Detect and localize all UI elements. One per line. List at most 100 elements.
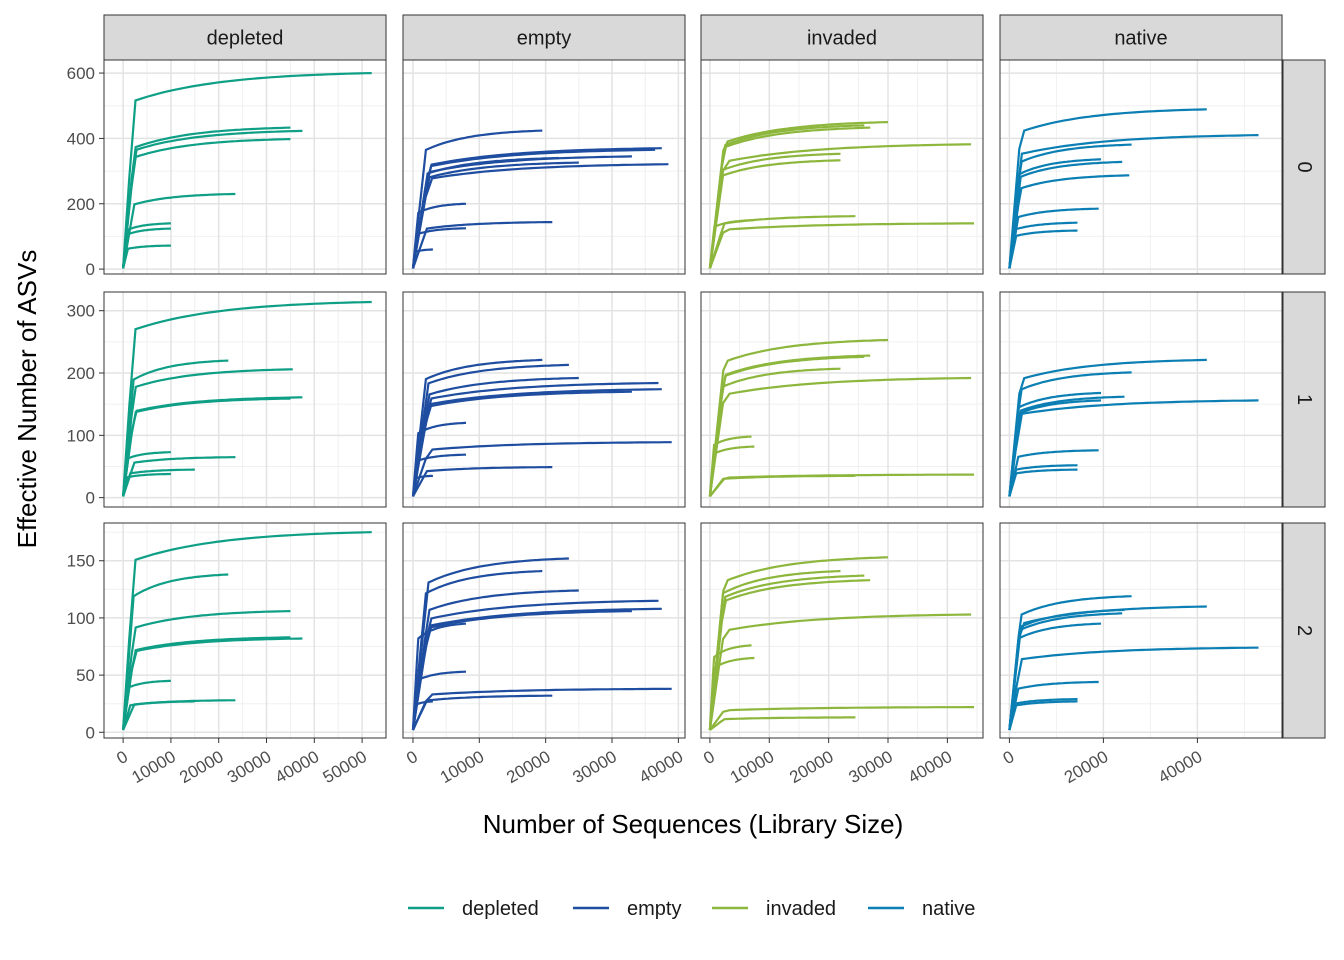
y-axis-title: Effective Number of ASVs <box>12 250 42 549</box>
y-tick-label: 150 <box>67 552 95 571</box>
panel-border <box>103 59 387 275</box>
facet-strip-label-invaded: invaded <box>807 28 877 50</box>
panel-border <box>700 291 984 508</box>
rarefaction-curve-depleted-2-7 <box>122 700 195 731</box>
rarefaction-curve-empty-1-1 <box>411 363 569 497</box>
x-tick-label: 0 <box>403 747 421 768</box>
rarefaction-curve-native-2-3 <box>1008 612 1123 731</box>
x-tick-label: 0 <box>700 747 718 768</box>
panel-native-1 <box>999 291 1283 508</box>
rarefaction-curve-empty-2-3 <box>411 599 659 731</box>
rarefaction-curve-native-1-2 <box>1008 391 1101 497</box>
rarefaction-curve-invaded-1-3 <box>708 376 972 497</box>
rarefaction-curve-empty-2-9 <box>412 694 553 731</box>
rarefaction-curve-depleted-1-5 <box>122 456 236 497</box>
rarefaction-curve-invaded-2-1 <box>708 569 841 731</box>
rarefaction-curve-invaded-0-7 <box>708 219 755 269</box>
rarefaction-curve-empty-2-4 <box>411 607 662 731</box>
legend-label-native: native <box>922 898 975 920</box>
rarefaction-curve-invaded-2-4 <box>708 613 972 731</box>
rarefaction-curve-native-1-0 <box>1008 358 1207 497</box>
rarefaction-curve-empty-0-6 <box>411 156 559 269</box>
rarefaction-curve-empty-2-5 <box>411 610 632 731</box>
legend-item-invaded: invaded <box>712 898 836 920</box>
y-tick-label: 0 <box>86 723 95 742</box>
y-tick-label: 200 <box>67 195 95 214</box>
rarefaction-curve-invaded-2-5 <box>708 644 752 731</box>
facet-strip-label-native: native <box>1114 28 1167 50</box>
panel-empty-2: 0 10000 20000 30000 40000 <box>402 522 686 787</box>
x-tick-label: 0 <box>113 747 131 768</box>
rarefaction-curve-invaded-1-0 <box>708 338 889 497</box>
rarefaction-curve-depleted-2-5 <box>122 679 171 731</box>
rarefaction-curve-empty-1-9 <box>411 441 672 497</box>
row-strip-label-2: 2 <box>1293 625 1315 636</box>
legend-item-empty: empty <box>573 898 681 920</box>
rarefaction-curve-depleted-1-2 <box>122 359 229 497</box>
rarefaction-curve-empty-0-8 <box>411 202 466 269</box>
y-tick-label: 0 <box>86 489 95 508</box>
rarefaction-curve-native-1-5 <box>1008 399 1259 497</box>
rarefaction-curve-empty-1-6 <box>412 466 553 497</box>
x-tick-label: 40000 <box>905 747 955 787</box>
y-tick-label: 300 <box>67 302 95 321</box>
panel-border <box>402 59 686 275</box>
y-tick-label: 100 <box>67 609 95 628</box>
rarefaction-curve-native-1-4 <box>1008 399 1102 497</box>
row-strip-1 <box>1282 291 1326 508</box>
facet-strip-native <box>999 14 1283 61</box>
rarefaction-curve-invaded-2-3 <box>708 579 871 731</box>
rarefaction-curve-empty-0-3 <box>411 148 656 269</box>
rarefaction-curve-invaded-2-0 <box>708 556 889 731</box>
panel-border <box>999 522 1283 739</box>
rarefaction-curve-invaded-1-4 <box>708 367 841 497</box>
panel-border <box>999 59 1283 275</box>
rarefaction-curve-empty-0-0 <box>411 129 543 269</box>
rarefaction-curve-depleted-2-3 <box>122 637 303 731</box>
rarefaction-curve-empty-1-5 <box>411 390 632 497</box>
rarefaction-curve-native-0-3 <box>1008 158 1102 269</box>
panel-background <box>104 60 386 274</box>
x-tick-label: 20000 <box>176 747 226 787</box>
rarefaction-curve-native-2-7 <box>1008 697 1078 731</box>
rarefaction-curve-depleted-1-1 <box>122 368 293 497</box>
rarefaction-curve-native-1-1 <box>1008 371 1132 497</box>
rarefaction-curve-depleted-1-8 <box>122 472 171 497</box>
rarefaction-curve-depleted-0-4 <box>122 192 236 269</box>
x-tick-label: 40000 <box>272 747 322 787</box>
rarefaction-curve-empty-2-8 <box>411 687 672 731</box>
rarefaction-curve-empty-2-1 <box>411 569 543 731</box>
rarefaction-curve-invaded-0-2 <box>708 143 972 269</box>
panel-background <box>1000 60 1282 274</box>
facet-strip-empty <box>402 14 686 61</box>
rarefaction-curve-depleted-0-0 <box>122 72 372 269</box>
rarefaction-curve-depleted-1-0 <box>122 300 372 497</box>
rarefaction-curve-invaded-0-8 <box>708 124 865 269</box>
rarefaction-curve-empty-0-5 <box>411 161 579 269</box>
x-tick-label: 50000 <box>320 747 370 787</box>
rarefaction-curve-invaded-2-7 <box>709 705 975 731</box>
legend-label-depleted: depleted <box>462 898 539 920</box>
rarefaction-curve-native-0-2 <box>1008 143 1132 269</box>
rarefaction-curve-invaded-0-4 <box>708 152 841 269</box>
rarefaction-curve-native-1-8 <box>1008 468 1078 497</box>
panel-empty-0 <box>402 59 686 275</box>
rarefaction-curve-native-2-6 <box>1008 680 1099 731</box>
panel-background <box>701 523 983 738</box>
panel-border <box>700 59 984 275</box>
rarefaction-curve-depleted-1-7 <box>122 451 171 497</box>
rarefaction-curve-invaded-2-6 <box>708 656 755 731</box>
panel-native-0 <box>999 59 1283 275</box>
row-strip-0 <box>1282 59 1326 275</box>
y-tick-label: 600 <box>67 64 95 83</box>
panel-depleted-0: 0 200 400 600 <box>67 59 387 279</box>
rarefaction-curve-invaded-1-2 <box>708 354 871 497</box>
row-strip-label-1: 1 <box>1293 394 1315 405</box>
rarefaction-curve-empty-1-10 <box>411 474 434 497</box>
panel-border <box>103 291 387 508</box>
rarefaction-curve-empty-1-3 <box>411 376 579 497</box>
rarefaction-curve-invaded-1-8 <box>709 474 856 498</box>
rarefaction-curve-native-2-5 <box>1008 646 1259 731</box>
rarefaction-curve-empty-1-0 <box>411 358 543 497</box>
